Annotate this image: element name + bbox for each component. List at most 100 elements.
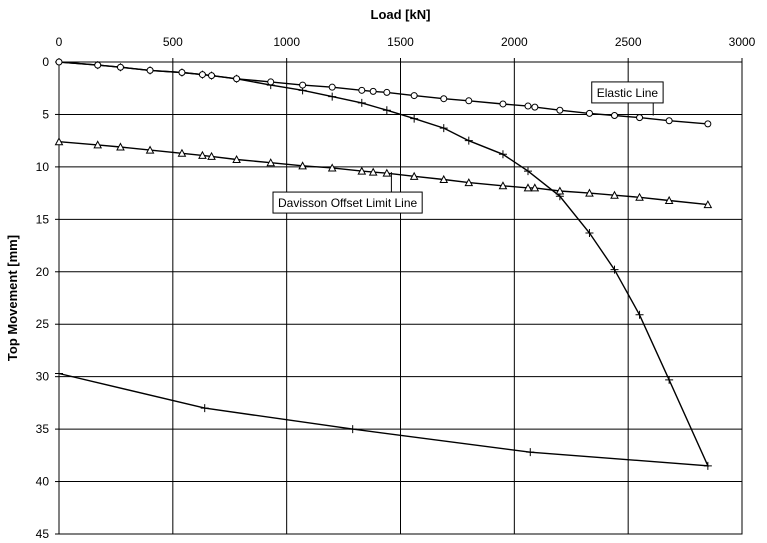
y-tick-label: 15 [36, 212, 50, 226]
data-point-triangle [409, 171, 419, 180]
data-point-circle [499, 100, 507, 108]
series-triangle [54, 137, 713, 209]
data-point-triangle [198, 150, 207, 159]
data-point-plus [357, 98, 366, 107]
x-axis-title: Load [kN] [371, 7, 431, 22]
callout-box [591, 81, 664, 104]
data-point-plus [348, 425, 357, 434]
data-point-plus [328, 92, 337, 101]
data-point-plus [464, 136, 473, 145]
data-point-triangle [116, 142, 125, 151]
callout-label: Elastic Line [597, 86, 659, 100]
data-point-plus [523, 167, 532, 176]
data-series [54, 58, 713, 470]
y-tick-label: 45 [36, 527, 50, 541]
data-point-triangle [585, 188, 594, 197]
y-tick-label: 30 [36, 370, 50, 384]
data-point-circle [369, 87, 377, 95]
data-point-triangle [327, 163, 337, 172]
data-point-circle [531, 103, 539, 111]
data-point-plus [55, 369, 63, 378]
annotations: Elastic Line Davisson Offset Limit Line [272, 81, 664, 214]
data-point-circle [94, 61, 102, 69]
y-axis-title: Top Movement [mm] [5, 235, 20, 361]
y-tick-label: 35 [36, 422, 50, 436]
data-point-triangle [177, 148, 187, 157]
data-point-triangle [464, 178, 474, 187]
x-tick-label: 0 [56, 35, 63, 49]
data-point-triangle [439, 174, 449, 183]
data-point-triangle [93, 140, 103, 149]
data-point-plus [526, 448, 535, 457]
data-point-triangle [530, 183, 540, 192]
data-point-plus [635, 310, 644, 319]
data-point-circle [585, 109, 593, 117]
y-tick-label: 25 [36, 317, 50, 331]
y-tick-label: 40 [36, 475, 50, 489]
data-point-triangle [703, 200, 713, 209]
data-point-triangle [368, 167, 378, 176]
data-point-circle [383, 88, 391, 96]
y-tick-label: 20 [36, 265, 50, 279]
series-circle [55, 58, 712, 128]
data-point-circle [465, 97, 473, 105]
data-point-circle [440, 95, 448, 103]
data-point-triangle [610, 190, 619, 199]
x-tick-label: 2500 [615, 35, 642, 49]
series-plus [55, 58, 712, 470]
x-tick-label: 3000 [729, 35, 756, 49]
data-point-plus [498, 150, 507, 159]
data-point-circle [299, 81, 307, 89]
callout: Elastic Line [591, 81, 664, 116]
data-point-circle [556, 106, 564, 114]
data-point-triangle [298, 161, 307, 170]
data-point-triangle [266, 158, 276, 167]
x-tick-label: 1000 [273, 35, 300, 49]
data-point-triangle [523, 183, 533, 192]
data-point-circle [146, 66, 154, 74]
data-point-plus [610, 265, 619, 274]
data-point-triangle [207, 151, 216, 160]
data-point-plus [200, 404, 209, 413]
data-point-triangle [232, 154, 241, 164]
data-point-plus [665, 375, 674, 384]
data-point-circle [116, 63, 124, 71]
data-point-triangle [498, 181, 508, 190]
data-point-triangle [635, 192, 644, 201]
data-point-circle [358, 86, 366, 94]
series-line [58, 141, 708, 206]
data-point-circle [665, 117, 673, 125]
data-point-triangle [145, 145, 155, 154]
data-point-circle [410, 92, 418, 100]
grid [58, 61, 743, 535]
data-point-triangle [357, 166, 367, 175]
y-tick-label: 0 [42, 55, 49, 69]
data-point-plus [703, 461, 712, 470]
data-point-triangle [664, 195, 674, 204]
x-tick-label: 1500 [387, 35, 414, 49]
data-point-circle [328, 83, 336, 91]
y-axis-ticks: 0 5 10 15 20 25 30 35 40 45 [36, 55, 59, 541]
callout: Davisson Offset Limit Line [272, 172, 423, 214]
data-point-circle [267, 78, 275, 86]
y-tick-label: 10 [36, 160, 50, 174]
x-axis-ticks: 0 500 1000 1500 2000 2500 3000 [56, 35, 756, 62]
y-tick-label: 5 [42, 107, 49, 121]
series-line [58, 61, 710, 467]
data-point-circle [233, 75, 241, 83]
data-point-circle [524, 102, 532, 110]
data-point-circle [208, 72, 216, 80]
data-point-plus [439, 124, 448, 133]
data-point-plus [585, 228, 594, 237]
data-point-triangle [555, 186, 565, 195]
plot-area-frame [58, 61, 743, 535]
data-point-triangle [382, 168, 392, 177]
data-point-circle [636, 114, 644, 122]
x-tick-label: 500 [163, 35, 183, 49]
callout-label: Davisson Offset Limit Line [278, 196, 417, 210]
x-tick-label: 2000 [501, 35, 528, 49]
data-point-circle [704, 120, 712, 128]
data-point-circle [198, 71, 206, 79]
data-point-plus [410, 114, 419, 123]
